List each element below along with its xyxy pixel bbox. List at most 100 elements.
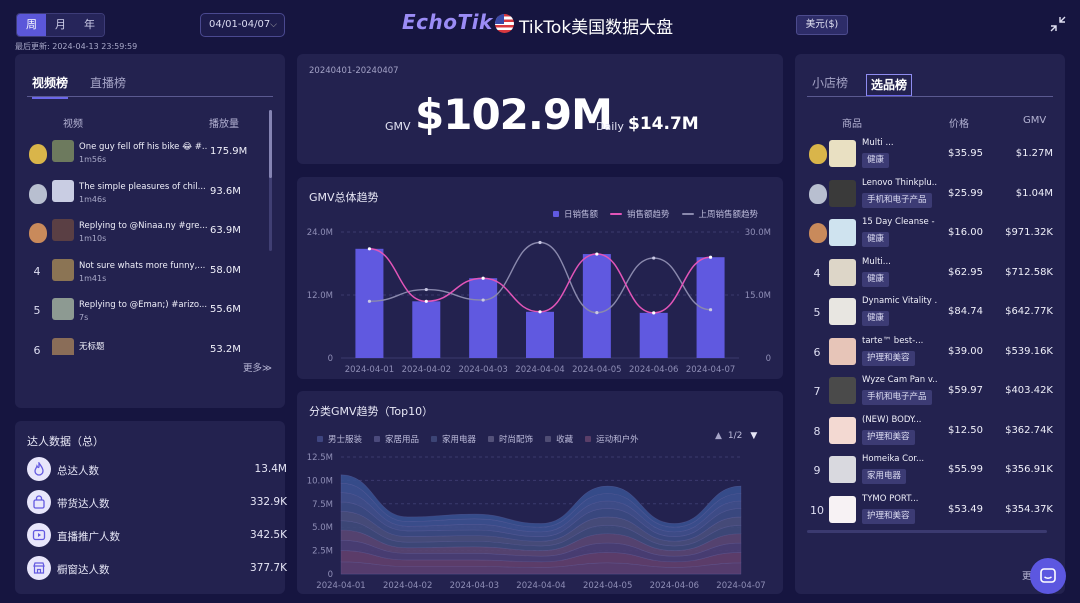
tab-video-ranking[interactable]: 视频榜 <box>32 74 69 99</box>
sales-trend-point[interactable] <box>652 311 656 315</box>
video-title[interactable]: One guy fell off his bike 😂 #... <box>79 142 207 152</box>
legend-item-category[interactable]: 男士服装 <box>317 433 362 445</box>
product-name[interactable]: 15 Day Cleanse - ... <box>862 217 938 227</box>
legend-item-category[interactable]: 收藏 <box>545 433 573 445</box>
product-image[interactable] <box>829 179 856 207</box>
product-image[interactable] <box>829 416 856 444</box>
product-name[interactable]: Lenovo Thinkplu... <box>862 177 938 188</box>
category-area-7[interactable] <box>340 501 742 542</box>
sales-trend-point[interactable] <box>538 310 542 314</box>
product-row[interactable]: 4 Multi... 健康 $62.95 $712.58K <box>795 256 1053 297</box>
last-week-point[interactable] <box>652 256 656 260</box>
rank-number: 10 <box>810 503 824 517</box>
date-range-select[interactable]: 04/01-04/07 ⌵ <box>200 13 285 37</box>
video-row[interactable]: One guy fell off his bike 😂 #... 1m56s 175… <box>15 140 285 180</box>
sales-trend-point[interactable] <box>595 252 599 256</box>
category-area-10[interactable] <box>340 474 742 528</box>
product-image[interactable] <box>829 377 856 404</box>
product-image[interactable] <box>829 258 856 286</box>
video-thumbnail[interactable] <box>52 258 74 281</box>
product-row[interactable]: Multi ... 健康 $35.95 $1.27M <box>795 138 1053 178</box>
last-week-point[interactable] <box>538 240 542 245</box>
video-title[interactable]: Replying to @Eman;) #arizo... <box>79 300 207 310</box>
legend-item-category[interactable]: 家用电器 <box>431 433 476 445</box>
sales-trend-point[interactable] <box>424 299 428 303</box>
video-more-link[interactable]: 更多≫ <box>243 363 272 374</box>
video-thumbnail[interactable] <box>52 337 74 355</box>
product-row[interactable]: 6 tarte™ best-... 护理和美容 $39.00 $539.16K <box>795 335 1053 376</box>
last-week-point[interactable] <box>424 287 428 292</box>
last-week-point[interactable] <box>595 311 599 315</box>
video-thumbnail[interactable] <box>52 298 74 320</box>
product-name[interactable]: Multi... <box>862 256 891 267</box>
video-scrollbar[interactable] <box>269 110 272 251</box>
video-title[interactable]: 无标题 <box>79 341 105 352</box>
category-area-6[interactable] <box>340 510 742 547</box>
sales-trend-point[interactable] <box>708 255 713 259</box>
tab-product-ranking[interactable]: 选品榜 <box>866 74 913 97</box>
product-name[interactable]: tarte™ best-... <box>862 335 924 346</box>
video-title[interactable]: Not sure whats more funny,... <box>79 260 206 271</box>
currency-button[interactable]: 美元($) <box>796 15 848 35</box>
product-row[interactable]: 15 Day Cleanse - ... 健康 $16.00 $971.32K <box>795 217 1053 257</box>
legend-item-category[interactable]: 时尚配饰 <box>488 433 533 445</box>
product-row[interactable]: 5 Dynamic Vitality ... 健康 $84.74 $642.77K <box>795 296 1053 336</box>
product-name[interactable]: Multi ... <box>862 138 894 148</box>
gmv-bar[interactable] <box>469 278 498 358</box>
video-title[interactable]: Replying to @Ninaa.ny #gre... <box>79 221 207 231</box>
product-name[interactable]: Dynamic Vitality ... <box>862 296 938 306</box>
video-row[interactable]: 6 无标题 53.2M <box>15 337 285 355</box>
product-image[interactable] <box>829 219 856 246</box>
product-row[interactable]: 8 (NEW) BODY... 护理和美容 $12.50 $362.74K <box>795 414 1053 455</box>
last-week-point[interactable] <box>481 298 485 302</box>
sales-trend-point[interactable] <box>481 276 485 280</box>
video-thumbnail[interactable] <box>52 140 74 162</box>
product-image[interactable] <box>829 456 856 483</box>
page-up-icon[interactable]: ▲ <box>715 431 722 441</box>
video-row[interactable]: 4 Not sure whats more funny,... 1m41s 58.0M <box>15 258 285 299</box>
video-scrollbar-thumb[interactable] <box>269 110 272 178</box>
legend-item-category[interactable]: 家居用品 <box>374 433 419 445</box>
video-row[interactable]: Replying to @Ninaa.ny #gre... 1m10s 63.9M <box>15 219 285 259</box>
legend-item-last-week[interactable]: 上周销售额趋势 <box>681 208 758 220</box>
product-name[interactable]: (NEW) BODY... <box>862 414 922 425</box>
product-scrollbar[interactable] <box>807 530 1047 533</box>
product-row[interactable]: 7 Wyze Cam Pan v... 手机和电子产品 $59.97 $403.42K <box>795 375 1053 415</box>
category-area-9[interactable] <box>340 482 742 533</box>
sales-trend-point[interactable] <box>367 247 372 251</box>
video-row[interactable]: The simple pleasures of chil... 1m46s 93.6… <box>15 179 285 220</box>
product-name[interactable]: Homeika Cor... <box>862 454 925 464</box>
gmv-bar[interactable] <box>355 248 384 358</box>
tab-shop-ranking[interactable]: 小店榜 <box>812 76 849 90</box>
tab-live-ranking[interactable]: 直播榜 <box>90 76 127 90</box>
product-row[interactable]: 10 TYMO PORT... 护理和美容 $53.49 $354.37K <box>795 493 1053 534</box>
period-tab-week[interactable]: 周 <box>17 14 46 36</box>
product-image[interactable] <box>829 140 856 167</box>
video-thumbnail[interactable] <box>52 179 74 202</box>
chat-support-button[interactable] <box>1030 558 1066 594</box>
gmv-bar[interactable] <box>526 311 554 358</box>
video-thumbnail[interactable] <box>52 219 74 241</box>
legend-item-daily[interactable]: 日销售额 <box>553 208 598 220</box>
product-image[interactable] <box>829 495 856 523</box>
last-week-point[interactable] <box>367 299 372 303</box>
gmv-bar[interactable] <box>639 312 668 358</box>
product-row[interactable]: Lenovo Thinkplu... 手机和电子产品 $25.99 $1.04M <box>795 177 1053 218</box>
video-title[interactable]: The simple pleasures of chil... <box>79 181 206 192</box>
period-tab-year[interactable]: 年 <box>75 14 104 36</box>
page-down-icon[interactable]: ▼ <box>750 431 758 441</box>
legend-item-category[interactable]: 运动和户外 <box>585 433 639 445</box>
product-name[interactable]: TYMO PORT... <box>862 493 919 504</box>
video-row[interactable]: 5 Replying to @Eman;) #arizo... 7s 55.6M <box>15 298 285 338</box>
legend-item-trend[interactable]: 销售额趋势 <box>610 208 670 220</box>
product-name[interactable]: Wyze Cam Pan v... <box>862 375 938 385</box>
product-image[interactable] <box>829 337 856 365</box>
gmv-bar[interactable] <box>412 301 441 358</box>
product-image[interactable] <box>829 298 856 325</box>
last-week-point[interactable] <box>708 308 713 312</box>
gmv-bar[interactable] <box>582 254 611 358</box>
product-row[interactable]: 9 Homeika Cor... 家用电器 $55.99 $356.91K <box>795 454 1053 494</box>
collapse-icon[interactable] <box>1050 16 1066 32</box>
period-tab-month[interactable]: 月 <box>46 14 75 36</box>
product-more-link[interactable]: 更 <box>1022 571 1032 582</box>
